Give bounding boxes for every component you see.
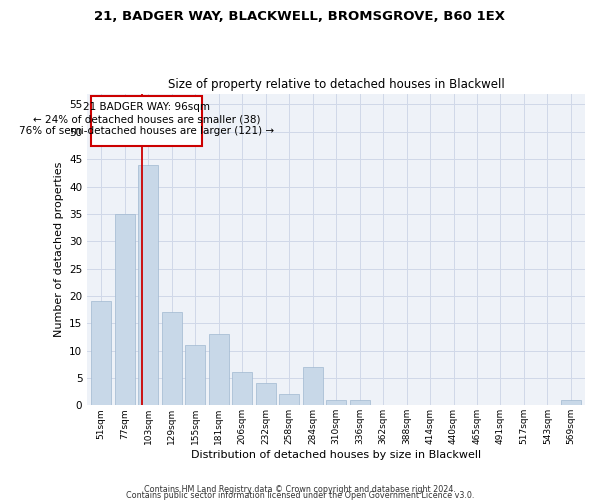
Bar [232,372,252,406]
Bar [279,394,299,406]
Text: Contains public sector information licensed under the Open Government Licence v3: Contains public sector information licen… [126,491,474,500]
Bar [185,345,205,406]
Bar [561,400,581,406]
Bar [162,312,182,406]
Text: ← 24% of detached houses are smaller (38): ← 24% of detached houses are smaller (38… [33,114,260,124]
Bar [115,214,135,406]
Text: 21, BADGER WAY, BLACKWELL, BROMSGROVE, B60 1EX: 21, BADGER WAY, BLACKWELL, BROMSGROVE, B… [95,10,505,23]
Bar [209,334,229,406]
Text: 76% of semi-detached houses are larger (121) →: 76% of semi-detached houses are larger (… [19,126,274,136]
Bar [138,164,158,406]
X-axis label: Distribution of detached houses by size in Blackwell: Distribution of detached houses by size … [191,450,481,460]
Bar [350,400,370,406]
Text: Contains HM Land Registry data © Crown copyright and database right 2024.: Contains HM Land Registry data © Crown c… [144,484,456,494]
Bar [302,367,323,406]
Y-axis label: Number of detached properties: Number of detached properties [53,162,64,337]
Bar [326,400,346,406]
FancyBboxPatch shape [91,96,202,146]
Bar [91,302,111,406]
Title: Size of property relative to detached houses in Blackwell: Size of property relative to detached ho… [168,78,505,91]
Bar [256,384,275,406]
Text: 21 BADGER WAY: 96sqm: 21 BADGER WAY: 96sqm [83,102,210,112]
